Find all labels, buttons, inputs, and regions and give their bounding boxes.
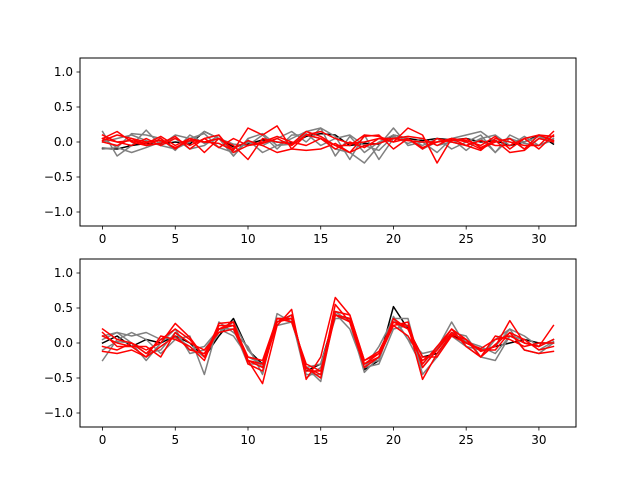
series-line-10 xyxy=(101,137,555,154)
series-group xyxy=(101,125,555,164)
series-line-9 xyxy=(101,133,555,154)
y-tick-label: 0.0 xyxy=(54,135,73,149)
series-line-9 xyxy=(101,314,555,379)
y-tick-label: 0.5 xyxy=(54,100,73,114)
series-line-10 xyxy=(101,314,555,372)
x-tick-label: 25 xyxy=(459,232,474,246)
axes-1: 0 5 10 15 20 25 30 −1.0 −0.5 0.0 0.5 1.0 xyxy=(44,57,577,246)
y-tick-label: −1.0 xyxy=(44,406,73,420)
y-tick-label: 0.0 xyxy=(54,336,73,350)
y-tick-label: −0.5 xyxy=(44,170,73,184)
y-tick-label: 1.0 xyxy=(54,266,73,280)
y-tick-label: 1.0 xyxy=(54,65,73,79)
series-group xyxy=(101,296,555,385)
x-tick-label: 30 xyxy=(531,433,546,447)
x-tick-label: 15 xyxy=(313,433,328,447)
x-tick-label: 15 xyxy=(313,232,328,246)
x-tick-label: 20 xyxy=(386,433,401,447)
x-tick-label: 10 xyxy=(240,232,255,246)
x-tick-label: 10 xyxy=(240,433,255,447)
series-line-6 xyxy=(101,130,555,154)
x-tick-label: 25 xyxy=(459,433,474,447)
y-tick-label: −0.5 xyxy=(44,371,73,385)
x-tick-label: 0 xyxy=(99,433,107,447)
x-tick-label: 0 xyxy=(99,232,107,246)
y-tick-label: 0.5 xyxy=(54,301,73,315)
y-tick-label: −1.0 xyxy=(44,205,73,219)
axes-2: 0 5 10 15 20 25 30 −1.0 −0.5 0.0 0.5 1.0 xyxy=(44,258,577,447)
x-tick-label: 20 xyxy=(386,232,401,246)
x-tick-label: 5 xyxy=(171,433,179,447)
x-tick-label: 30 xyxy=(531,232,546,246)
x-tick-label: 5 xyxy=(171,232,179,246)
series-line-8 xyxy=(101,125,555,152)
